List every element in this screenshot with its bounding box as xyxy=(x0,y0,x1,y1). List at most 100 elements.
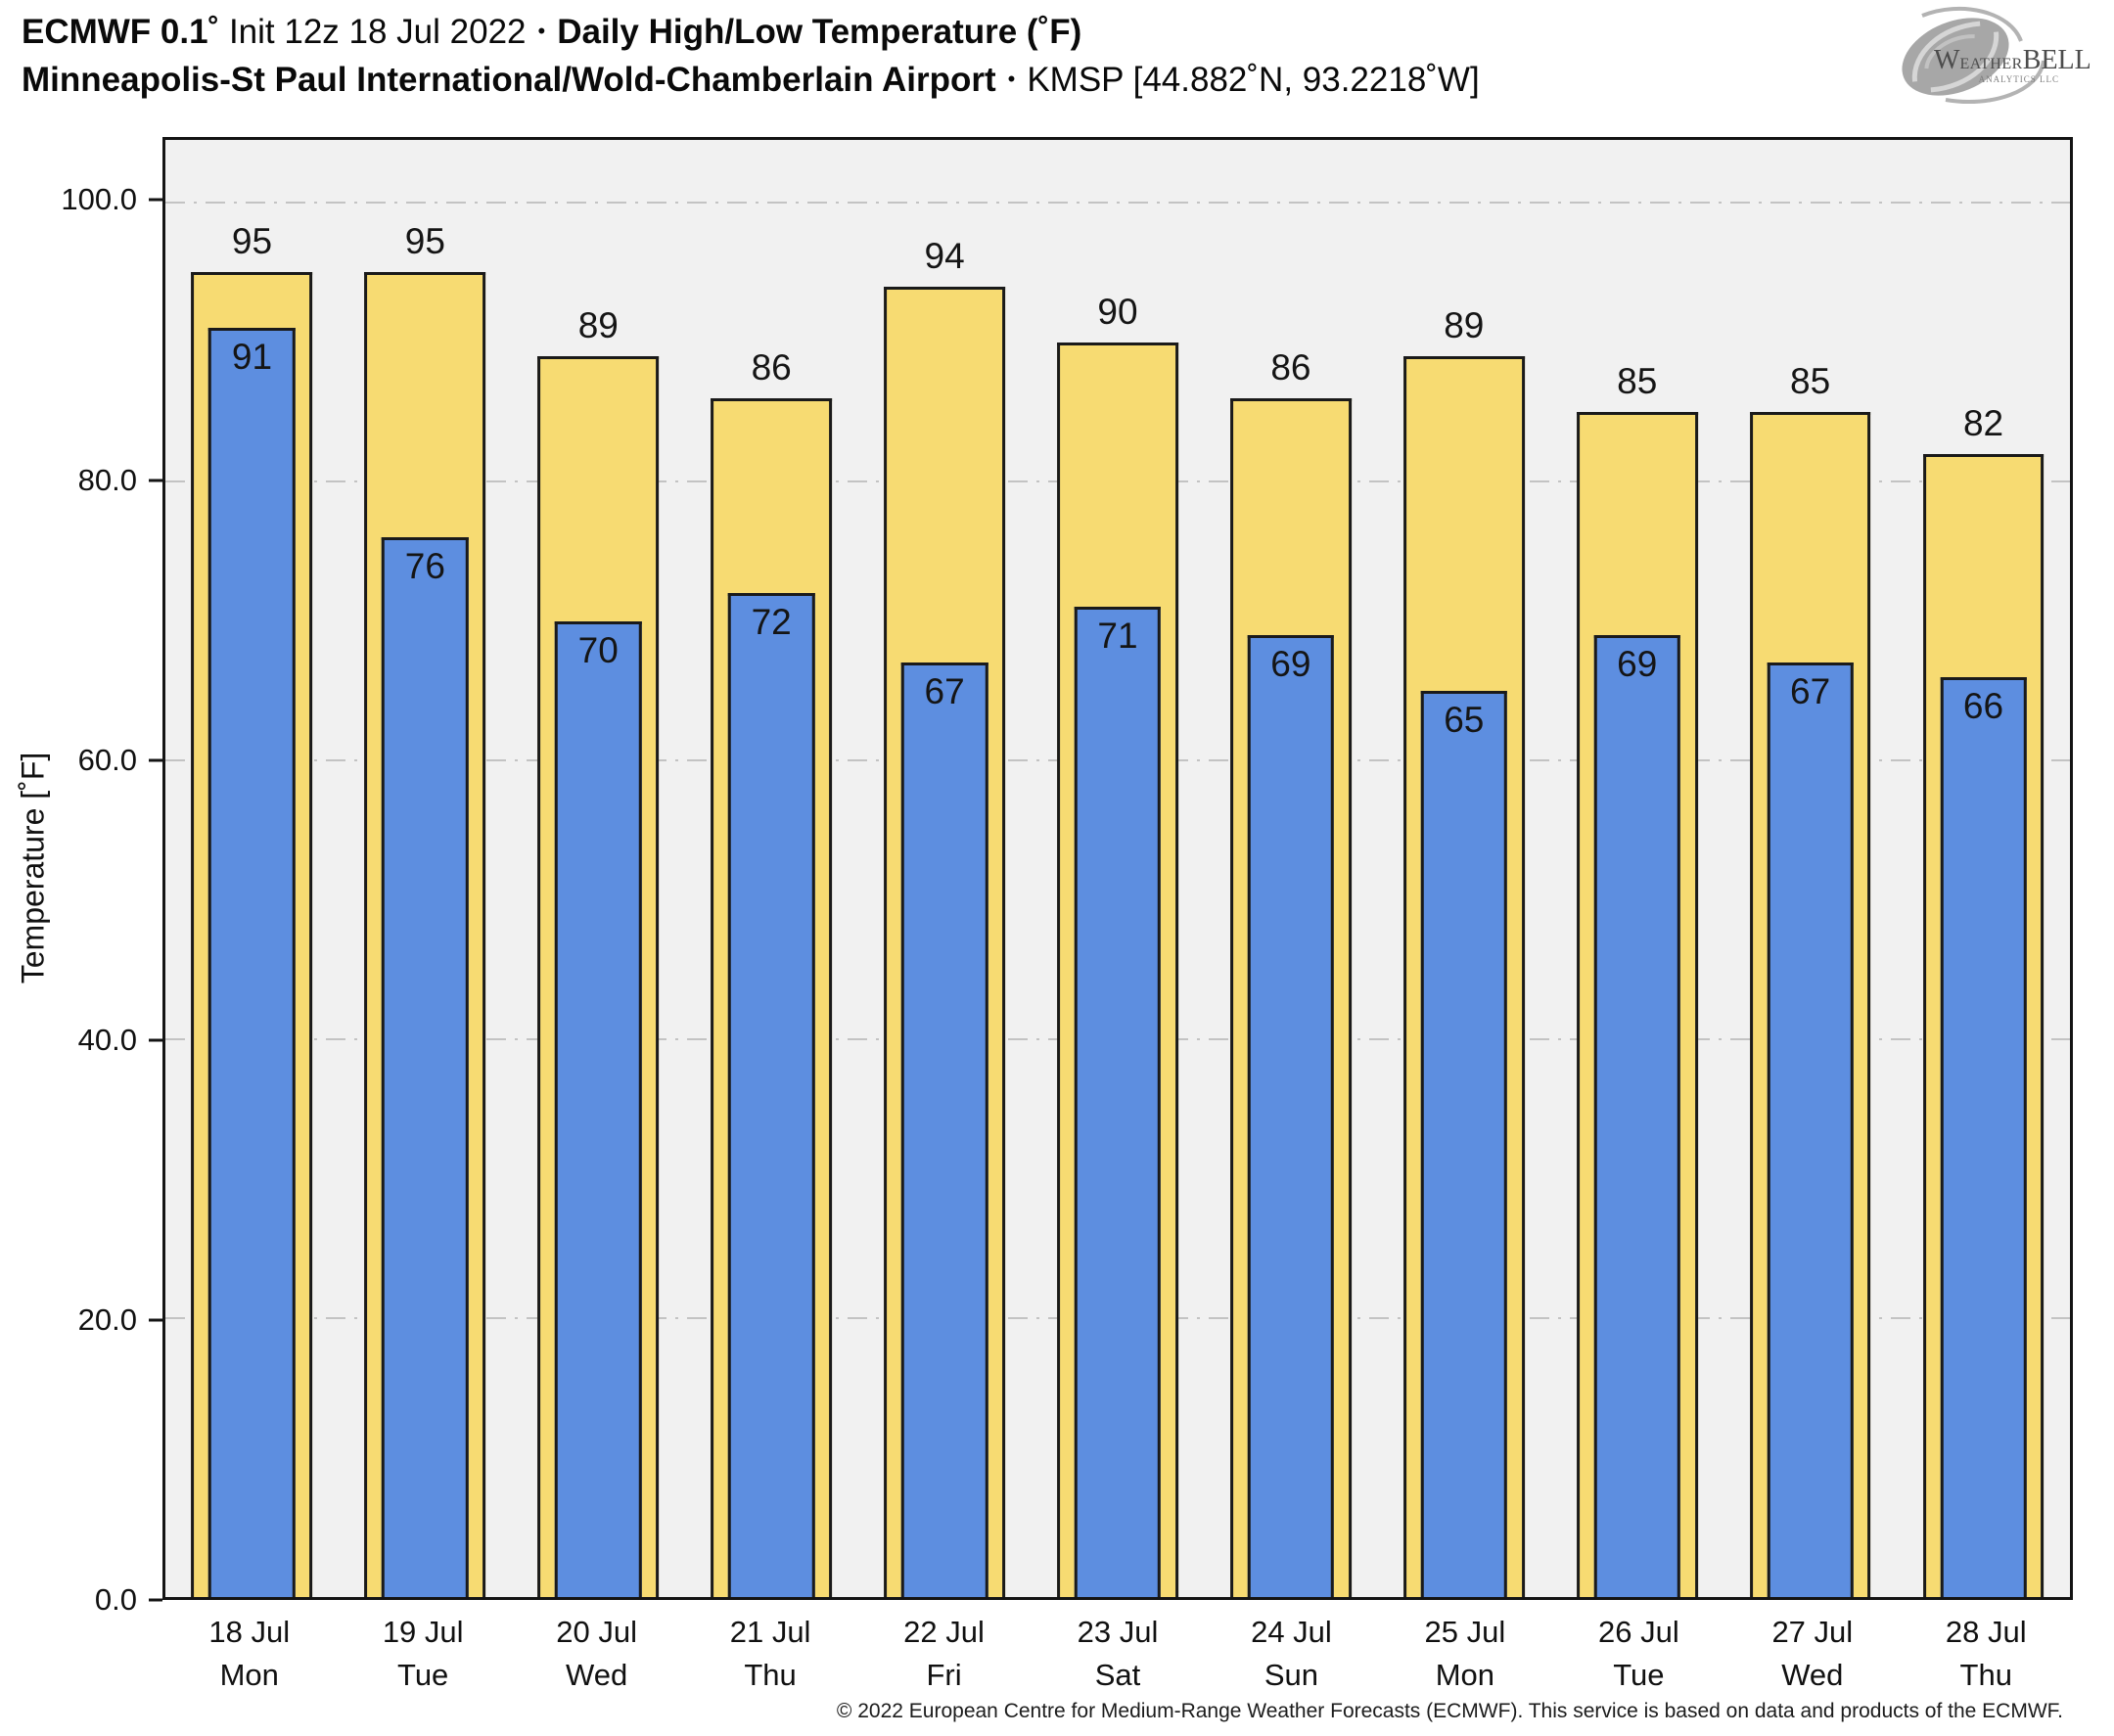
x-day: Sun xyxy=(1264,1658,1319,1692)
high-value-label: 90 xyxy=(1097,291,1138,332)
y-tick-mark xyxy=(149,479,162,482)
svg-text:WEATHERBELL: WEATHERBELL xyxy=(1934,45,2091,75)
low-value-label: 69 xyxy=(1270,643,1311,684)
title-product: Daily High/Low Temperature (˚F) xyxy=(557,13,1082,51)
y-tick-label: 100.0 xyxy=(61,182,137,217)
plot-area: 91 95 76 95 70 89 72 86 67 94 71 90 69 86 65 89 69 85 67 85… xyxy=(162,137,2073,1600)
x-day: Thu xyxy=(1959,1658,2012,1692)
low-value-label: 66 xyxy=(1962,685,2004,726)
y-tick-mark xyxy=(149,1598,162,1602)
x-date: 26 Jul xyxy=(1597,1615,1679,1649)
x-tick-label: 26 Jul Tue xyxy=(1552,1611,1725,1697)
copyright-notice: © 2022 European Centre for Medium-Range … xyxy=(836,1700,2063,1722)
bar-group: 76 95 xyxy=(339,140,512,1597)
low-value-label: 91 xyxy=(231,337,273,378)
x-tick-label: 22 Jul Fri xyxy=(857,1611,1031,1697)
weatherbell-logo: WEATHERBELL ANALYTICS LLC xyxy=(1895,4,2091,110)
x-tick-label: 25 Jul Mon xyxy=(1378,1611,1551,1697)
high-value-label: 82 xyxy=(1962,402,2004,443)
x-date: 22 Jul xyxy=(903,1615,985,1649)
x-date: 21 Jul xyxy=(729,1615,811,1649)
y-tick-mark xyxy=(149,1318,162,1322)
low-bar: 65 xyxy=(1420,690,1508,1597)
x-date: 28 Jul xyxy=(1945,1615,2027,1649)
title-line-2: Minneapolis-St Paul International/Wold-C… xyxy=(22,56,1480,104)
x-tick-label: 20 Jul Wed xyxy=(510,1611,683,1697)
x-day: Fri xyxy=(926,1658,962,1692)
bar-group: 65 89 xyxy=(1377,140,1550,1597)
x-day: Thu xyxy=(744,1658,797,1692)
bar-group: 69 85 xyxy=(1550,140,1723,1597)
low-bar: 69 xyxy=(1247,634,1335,1597)
bar-group: 66 82 xyxy=(1897,140,2070,1597)
low-bar: 72 xyxy=(727,593,815,1597)
title-line-1: ECMWF 0.1˚ Init 12z 18 Jul 2022 • Daily Hi… xyxy=(22,8,1480,56)
low-value-label: 67 xyxy=(924,671,965,712)
bullet-separator: • xyxy=(1007,67,1016,91)
low-bar: 71 xyxy=(1074,607,1162,1597)
hurricane-swirl-icon: WEATHERBELL ANALYTICS LLC xyxy=(1902,6,2091,105)
low-value-label: 67 xyxy=(1790,671,1831,712)
high-value-label: 85 xyxy=(1790,360,1831,401)
y-tick-label: 40.0 xyxy=(77,1022,137,1057)
x-date: 24 Jul xyxy=(1251,1615,1332,1649)
y-tick-mark xyxy=(149,1038,162,1042)
y-tick-label: 80.0 xyxy=(77,462,137,497)
y-tick-mark xyxy=(149,758,162,762)
title-model: ECMWF 0.1˚ xyxy=(22,13,220,51)
high-value-label: 95 xyxy=(404,221,445,262)
bar-group: 67 85 xyxy=(1723,140,1897,1597)
low-bar: 67 xyxy=(900,662,988,1597)
high-value-label: 94 xyxy=(924,235,965,276)
logo-word-bell: BELL xyxy=(2023,45,2091,75)
bars-row: 91 95 76 95 70 89 72 86 67 94 71 90 69 86 65 89 69 85 67 85… xyxy=(165,140,2070,1597)
x-tick-label: 21 Jul Thu xyxy=(683,1611,856,1697)
high-value-label: 89 xyxy=(577,304,619,345)
y-tick-label: 0.0 xyxy=(94,1582,137,1617)
low-value-label: 70 xyxy=(577,629,619,670)
bar-group: 67 94 xyxy=(858,140,1032,1597)
high-value-label: 89 xyxy=(1444,304,1485,345)
bar-group: 71 90 xyxy=(1032,140,1205,1597)
x-tick-label: 24 Jul Sun xyxy=(1205,1611,1378,1697)
x-day: Tue xyxy=(397,1658,449,1692)
x-day: Mon xyxy=(219,1658,279,1692)
gridline xyxy=(165,202,2070,205)
y-axis: 0.0 20.0 40.0 60.0 80.0 100.0 xyxy=(0,137,162,1617)
low-bar: 66 xyxy=(1940,676,2027,1597)
x-date: 20 Jul xyxy=(556,1615,637,1649)
low-bar: 69 xyxy=(1593,634,1680,1597)
x-tick-label: 28 Jul Thu xyxy=(1900,1611,2073,1697)
x-date: 19 Jul xyxy=(382,1615,464,1649)
x-day: Mon xyxy=(1435,1658,1495,1692)
x-tick-label: 23 Jul Sat xyxy=(1031,1611,1204,1697)
low-value-label: 72 xyxy=(751,602,792,643)
x-date: 23 Jul xyxy=(1077,1615,1159,1649)
x-axis: 18 Jul Mon 19 Jul Tue 20 Jul Wed 21 Jul Thu 22 J… xyxy=(162,1611,2073,1697)
bar-group: 91 95 xyxy=(165,140,339,1597)
x-day: Sat xyxy=(1094,1658,1141,1692)
y-tick-label: 20.0 xyxy=(77,1302,137,1337)
high-value-label: 85 xyxy=(1617,360,1658,401)
low-bar: 67 xyxy=(1767,662,1854,1597)
logo-tagline: ANALYTICS LLC xyxy=(1979,74,2059,84)
x-date: 25 Jul xyxy=(1424,1615,1506,1649)
y-axis-title: Temperature [˚F] xyxy=(15,752,51,984)
x-day: Wed xyxy=(566,1658,628,1692)
title-init: Init 12z 18 Jul 2022 xyxy=(219,13,527,51)
x-tick-label: 19 Jul Tue xyxy=(336,1611,509,1697)
logo-letter-w: W xyxy=(1934,45,1960,75)
station-coordinates: KMSP [44.882˚N, 93.2218˚W] xyxy=(1027,61,1480,99)
bullet-separator: • xyxy=(537,19,546,43)
y-tick-label: 60.0 xyxy=(77,742,137,777)
low-value-label: 71 xyxy=(1097,616,1138,657)
bar-group: 72 86 xyxy=(685,140,858,1597)
logo-word-eather: EATHER xyxy=(1959,56,2022,72)
chart-header: ECMWF 0.1˚ Init 12z 18 Jul 2022 • Daily Hi… xyxy=(22,8,1480,104)
x-date: 18 Jul xyxy=(208,1615,291,1649)
station-name: Minneapolis-St Paul International/Wold-C… xyxy=(22,61,996,99)
low-bar: 76 xyxy=(382,537,469,1597)
high-value-label: 95 xyxy=(231,221,273,262)
low-value-label: 76 xyxy=(404,546,445,587)
